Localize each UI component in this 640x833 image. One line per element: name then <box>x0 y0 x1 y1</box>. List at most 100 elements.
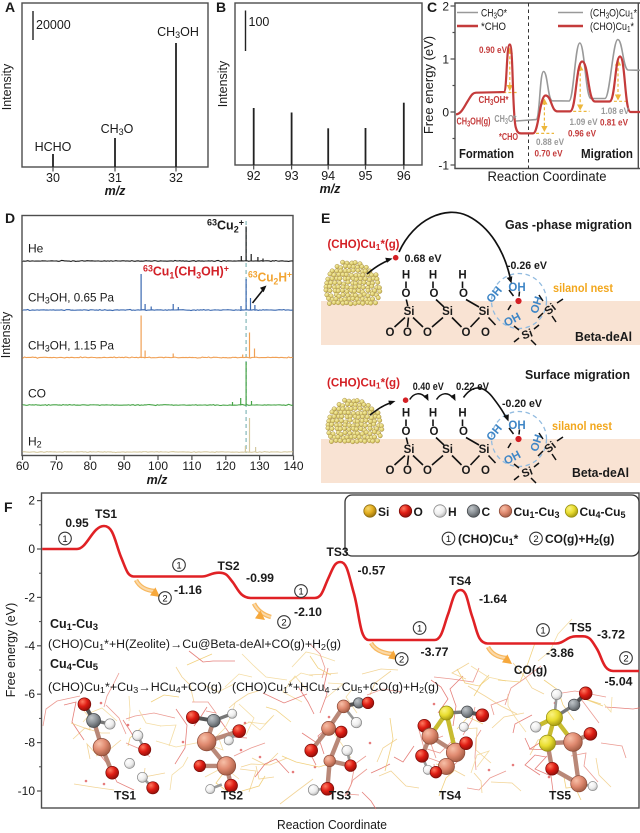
svg-text:CH3OH, 0.65 Pa: CH3OH, 0.65 Pa <box>28 291 114 306</box>
svg-text:130: 130 <box>250 459 270 473</box>
svg-text:Free energy (eV): Free energy (eV) <box>421 36 436 134</box>
svg-text:TS2: TS2 <box>217 559 239 573</box>
svg-text:96: 96 <box>397 169 411 183</box>
svg-text:Cu1-Cu3: Cu1-Cu3 <box>50 617 98 633</box>
svg-text:Migration: Migration <box>581 147 633 161</box>
svg-text:Reaction Coordinate: Reaction Coordinate <box>277 818 387 832</box>
svg-text:-0.57: -0.57 <box>358 564 386 578</box>
svg-text:Surface migration: Surface migration <box>525 367 630 382</box>
svg-text:Intensity: Intensity <box>0 311 13 358</box>
svg-text:Formation: Formation <box>459 147 514 161</box>
svg-text:0: 0 <box>442 106 449 120</box>
svg-text:1: 1 <box>176 560 181 571</box>
svg-text:-0.26 eV: -0.26 eV <box>507 260 548 272</box>
svg-text:95: 95 <box>359 169 373 183</box>
svg-text:(CHO)Cu1*+H(Zeolite)→Cu@Beta-d: (CHO)Cu 1*+H(Zeolite)→Cu@Beta-deAl+CO(g)+… <box>48 639 341 652</box>
svg-text:CH3O*: CH3O* <box>481 8 508 21</box>
svg-text:TS1: TS1 <box>114 789 136 803</box>
svg-text:20000: 20000 <box>36 18 71 32</box>
svg-text:-3.72: -3.72 <box>597 628 625 642</box>
svg-text:-5.04: -5.04 <box>605 675 633 689</box>
svg-text:(CHO)Cu1*: (CHO)Cu1* <box>590 21 635 34</box>
svg-text:(CHO)Cu1*: (CHO)Cu1* <box>458 532 519 547</box>
svg-text:-1.16: -1.16 <box>174 583 202 597</box>
svg-text:63Cu2H+: 63Cu2H+ <box>248 270 292 287</box>
svg-text:TS3: TS3 <box>329 789 351 803</box>
svg-text:2: 2 <box>533 534 538 545</box>
svg-text:Si: Si <box>378 505 389 519</box>
svg-text:silanol nest: silanol nest <box>552 419 612 433</box>
svg-text:Cu4-Cu5: Cu4-Cu5 <box>50 657 99 673</box>
svg-text:-2: -2 <box>24 590 35 604</box>
svg-text:O: O <box>414 505 423 519</box>
svg-text:-0.20 eV: -0.20 eV <box>502 398 543 410</box>
svg-text:CO(g): CO(g) <box>514 663 547 677</box>
svg-text:0.68 eV: 0.68 eV <box>405 253 443 265</box>
svg-text:0.70 eV: 0.70 eV <box>535 149 564 160</box>
svg-text:Free energy (eV): Free energy (eV) <box>4 603 18 697</box>
svg-text:90: 90 <box>117 459 131 473</box>
svg-text:110: 110 <box>182 459 201 473</box>
svg-text:1: 1 <box>446 534 451 545</box>
svg-text:CH3O: CH3O <box>101 122 134 137</box>
svg-text:1: 1 <box>417 623 422 634</box>
svg-text:2: 2 <box>281 617 286 628</box>
svg-text:0: 0 <box>28 542 35 556</box>
svg-text:94: 94 <box>321 169 335 183</box>
svg-text:TS5: TS5 <box>549 789 571 803</box>
svg-text:*CHO: *CHO <box>481 21 506 33</box>
svg-text:H: H <box>448 505 457 519</box>
svg-text:100: 100 <box>148 459 168 473</box>
svg-text:-3.77: -3.77 <box>421 645 449 659</box>
svg-text:140: 140 <box>283 459 303 473</box>
svg-text:Reaction Coordinate: Reaction Coordinate <box>488 169 607 184</box>
svg-text:-8: -8 <box>24 736 35 750</box>
svg-text:-4: -4 <box>24 639 35 653</box>
svg-text:80: 80 <box>84 459 98 473</box>
svg-text:CO: CO <box>28 387 46 401</box>
svg-text:Gas -phase migration: Gas -phase migration <box>505 217 632 232</box>
svg-text:F: F <box>4 499 13 515</box>
svg-text:Intensity: Intensity <box>0 63 14 110</box>
svg-text:Beta-deAl: Beta-deAl <box>572 466 629 480</box>
svg-text:0.40 eV: 0.40 eV <box>413 381 445 393</box>
svg-text:CH3OH(g): CH3OH(g) <box>457 116 491 129</box>
svg-text:0.81 eV: 0.81 eV <box>600 118 629 129</box>
svg-text:0.95: 0.95 <box>65 516 89 530</box>
svg-text:31: 31 <box>108 171 122 185</box>
svg-text:CH3O*: CH3O* <box>494 113 517 126</box>
svg-text:CH3OH, 1.15 Pa: CH3OH, 1.15 Pa <box>28 339 114 354</box>
svg-text:He: He <box>28 242 44 256</box>
svg-text:m/z: m/z <box>320 182 342 196</box>
svg-text:*CHO: *CHO <box>499 131 518 143</box>
svg-text:(CH3O)Cu1*: (CH3O)Cu1* <box>590 8 638 21</box>
svg-text:2: 2 <box>442 0 449 14</box>
svg-text:0.90 eV: 0.90 eV <box>479 45 508 56</box>
svg-text:-1.64: -1.64 <box>479 592 507 606</box>
svg-text:E: E <box>321 210 330 226</box>
svg-text:(CHO)Cu1*(g): (CHO)Cu1*(g) <box>328 239 400 252</box>
svg-text:0.22 eV: 0.22 eV <box>456 381 490 393</box>
svg-text:-6: -6 <box>24 687 35 701</box>
svg-text:-2.10: -2.10 <box>294 605 322 619</box>
svg-text:TS1: TS1 <box>95 507 117 521</box>
svg-text:1.09 eV: 1.09 eV <box>570 117 599 128</box>
svg-text:TS2: TS2 <box>221 789 243 803</box>
svg-text:-10: -10 <box>18 784 36 798</box>
svg-text:1.08 eV: 1.08 eV <box>601 106 630 117</box>
svg-text:Cu4-Cu5: Cu4-Cu5 <box>580 505 626 520</box>
svg-text:silanol nest: silanol nest <box>553 281 613 295</box>
svg-text:C: C <box>427 0 437 15</box>
svg-text:A: A <box>5 0 15 15</box>
svg-text:TS3: TS3 <box>326 545 348 559</box>
svg-text:1: 1 <box>540 625 545 636</box>
svg-text:120: 120 <box>216 459 236 473</box>
svg-text:2: 2 <box>399 654 404 665</box>
svg-text:2: 2 <box>28 494 35 508</box>
svg-text:63Cu2+: 63Cu2+ <box>207 218 244 235</box>
svg-text:1: 1 <box>298 586 303 597</box>
svg-text:HCHO: HCHO <box>35 140 72 154</box>
svg-text:2: 2 <box>162 593 167 604</box>
